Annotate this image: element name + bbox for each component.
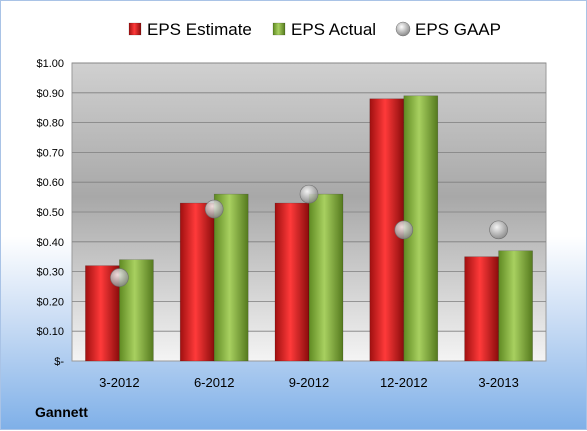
marker-eps-gaap bbox=[489, 220, 508, 240]
y-tick-label: $1.00 bbox=[36, 58, 64, 70]
bar-eps-estimate bbox=[274, 202, 310, 362]
y-tick-label: $0.60 bbox=[36, 177, 64, 189]
x-tick-label: 6-2012 bbox=[194, 375, 234, 390]
bar-eps-estimate bbox=[179, 202, 215, 362]
y-tick-label: $0.80 bbox=[36, 118, 64, 130]
legend-eps-gaap-swatch bbox=[395, 21, 411, 37]
legend-eps-actual-label: EPS Actual bbox=[291, 20, 376, 39]
x-tick-label: 3-2012 bbox=[99, 375, 139, 390]
company-label: Gannett bbox=[35, 404, 88, 420]
marker-eps-gaap bbox=[204, 199, 224, 219]
bar-eps-estimate bbox=[464, 256, 499, 362]
legend: EPS Estimate EPS Actual EPS GAAP bbox=[128, 20, 501, 39]
marker-eps-gaap bbox=[110, 268, 129, 287]
gaap-markers bbox=[110, 184, 508, 287]
x-tick-label: 12-2012 bbox=[380, 375, 428, 390]
marker-eps-gaap bbox=[394, 220, 414, 240]
legend-eps-estimate-label: EPS Estimate bbox=[147, 20, 252, 39]
y-axis-ticks: $- $0.10 $0.20 $0.30 $0.40 $0.50 $0.60 $0.70 $0.… bbox=[36, 58, 64, 368]
x-tick-label: 9-2012 bbox=[289, 375, 329, 390]
bar-eps-actual bbox=[213, 193, 249, 362]
legend-eps-estimate-swatch bbox=[128, 22, 142, 36]
bar-eps-actual bbox=[498, 250, 533, 362]
x-tick-label: 3-2013 bbox=[478, 375, 518, 390]
y-tick-label: $0.70 bbox=[36, 147, 64, 159]
bars bbox=[85, 95, 533, 362]
legend-eps-gaap-label: EPS GAAP bbox=[415, 20, 501, 39]
x-axis-ticks: 3-2012 6-2012 9-2012 12-2012 3-2013 bbox=[99, 375, 519, 390]
y-tick-label: $0.40 bbox=[36, 237, 64, 249]
y-tick-label: $0.50 bbox=[36, 207, 64, 219]
legend-eps-actual-swatch bbox=[272, 22, 286, 36]
marker-eps-gaap bbox=[299, 184, 319, 204]
bar-eps-actual bbox=[308, 193, 344, 362]
y-tick-label: $0.20 bbox=[36, 296, 64, 308]
y-tick-label: $0.30 bbox=[36, 267, 64, 279]
y-tick-label: $0.10 bbox=[36, 326, 64, 338]
y-tick-label: $0.90 bbox=[36, 88, 64, 100]
y-tick-label: $- bbox=[54, 356, 64, 368]
